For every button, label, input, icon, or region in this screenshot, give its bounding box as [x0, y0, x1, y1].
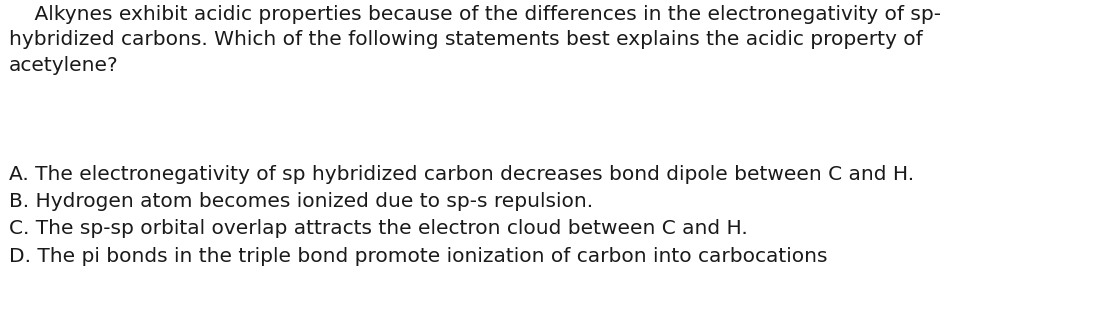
Text: A. The electronegativity of sp hybridized carbon decreases bond dipole between C: A. The electronegativity of sp hybridize… — [9, 165, 914, 266]
Text: Alkynes exhibit acidic properties because of the differences in the electronegat: Alkynes exhibit acidic properties becaus… — [9, 5, 941, 75]
